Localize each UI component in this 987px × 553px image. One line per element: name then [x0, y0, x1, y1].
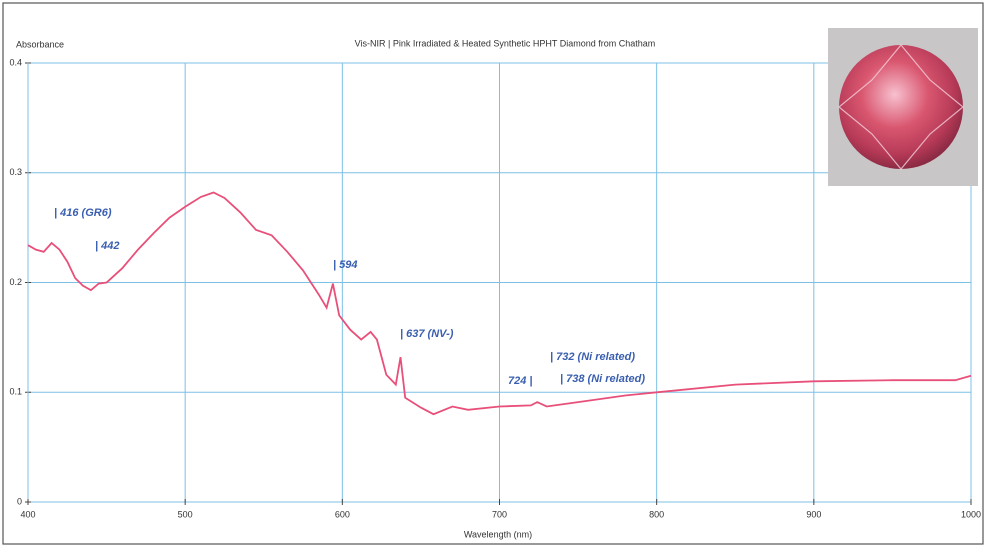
- x-tick-label: 900: [806, 509, 821, 519]
- y-axis-label: Absorbance: [16, 39, 64, 49]
- y-tick-label: 0.3: [9, 167, 22, 177]
- diamond-photo: [828, 28, 978, 186]
- y-tick-label: 0.2: [9, 277, 22, 287]
- annotation: | 732 (Ni related): [550, 351, 635, 363]
- x-tick-label: 400: [20, 509, 35, 519]
- x-tick-label: 600: [335, 509, 350, 519]
- chart-title: Vis-NIR | Pink Irradiated & Heated Synth…: [355, 38, 656, 48]
- x-axis-label: Wavelength (nm): [464, 529, 532, 539]
- x-tick-label: 500: [178, 509, 193, 519]
- y-tick-label: 0: [17, 496, 22, 506]
- x-tick-label: 1000: [961, 509, 981, 519]
- annotation: | 442: [95, 240, 120, 252]
- x-tick-label: 800: [649, 509, 664, 519]
- annotation: | 637 (NV-): [400, 328, 454, 340]
- annotation: | 594: [333, 259, 358, 271]
- facets: [838, 44, 964, 170]
- y-tick-label: 0.1: [9, 387, 22, 397]
- x-tick-label: 700: [492, 509, 507, 519]
- annotation: 724 |: [508, 375, 533, 387]
- frame: [2, 2, 984, 545]
- y-tick-label: 0.4: [9, 57, 22, 67]
- annotation: | 738 (Ni related): [560, 373, 645, 385]
- diamond: [839, 45, 963, 169]
- annotation: | 416 (GR6): [54, 207, 112, 219]
- spectrum-line: [27, 191, 972, 416]
